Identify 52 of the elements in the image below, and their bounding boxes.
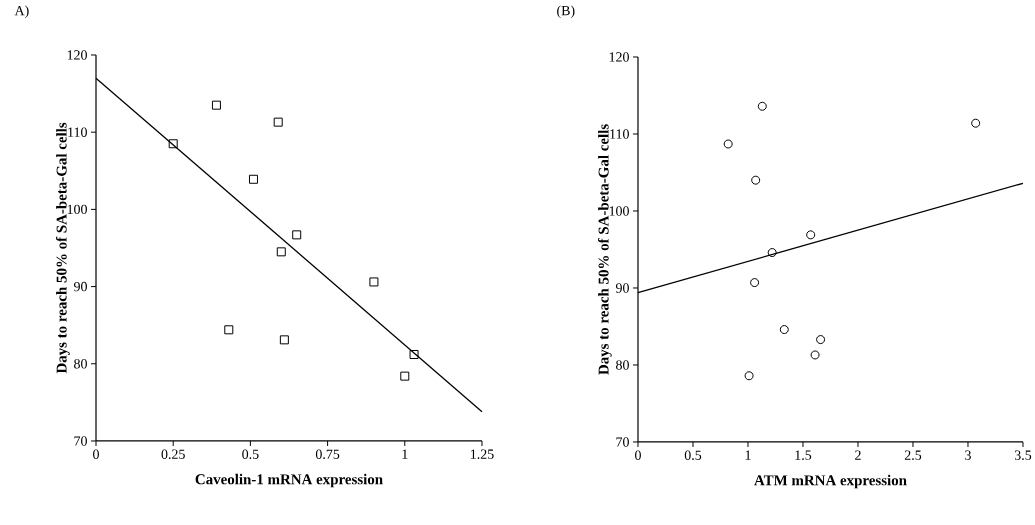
x-tick-label: 0 [93, 449, 99, 459]
point [273, 117, 283, 127]
x-tick-label: 0 [635, 450, 641, 460]
x-tick-label: 1.5 [795, 450, 812, 460]
chart-title: (B) [557, 5, 575, 19]
point [400, 371, 410, 381]
y-tick-label: 100 [609, 206, 629, 216]
point [757, 101, 767, 111]
point [779, 325, 789, 335]
point [276, 247, 286, 257]
point [248, 174, 258, 184]
point [279, 335, 289, 345]
point [767, 248, 777, 258]
y-tick-label: 70 [74, 436, 87, 446]
y-tick-label: 120 [67, 50, 87, 60]
point [369, 277, 379, 287]
x-tick-label: 2 [855, 450, 861, 460]
x-axis-title: Caveolin-1 mRNA expression [195, 473, 383, 488]
point [750, 278, 760, 288]
point [292, 230, 302, 240]
point [224, 325, 234, 335]
point [211, 100, 221, 110]
y-tick-label: 80 [74, 359, 87, 369]
x-tick-label: 0.25 [161, 449, 185, 459]
x-tick-label: 3.5 [1014, 450, 1032, 460]
x-tick-label: 1 [402, 449, 408, 459]
x-tick-label: 0.5 [684, 450, 702, 460]
point [806, 230, 816, 240]
y-tick-label: 110 [68, 127, 87, 137]
point [409, 350, 419, 360]
x-tick-label: 0.75 [315, 449, 340, 459]
x-tick-label: 1.25 [471, 449, 494, 459]
x-tick-label: 0.5 [242, 449, 259, 459]
point [810, 350, 820, 360]
x-axis-title: ATM mRNA expression [754, 474, 907, 489]
point [168, 139, 178, 149]
x-tick-label: 2.5 [904, 450, 922, 460]
point [816, 335, 826, 345]
y-tick-label: 120 [609, 52, 629, 62]
x-tick-label: 3 [965, 450, 971, 460]
chart-title: A) [14, 5, 29, 19]
y-tick-label: 70 [616, 437, 629, 447]
y-tick-label: 80 [616, 360, 629, 370]
x-tick-label: 1 [745, 450, 751, 460]
y-tick-label: 100 [67, 204, 87, 215]
point [723, 139, 733, 149]
y-tick-label: 110 [610, 129, 629, 139]
point [744, 371, 754, 381]
point [971, 118, 981, 128]
y-tick-label: 90 [73, 281, 87, 292]
y-tick-label: 90 [615, 283, 629, 293]
point [751, 175, 761, 185]
